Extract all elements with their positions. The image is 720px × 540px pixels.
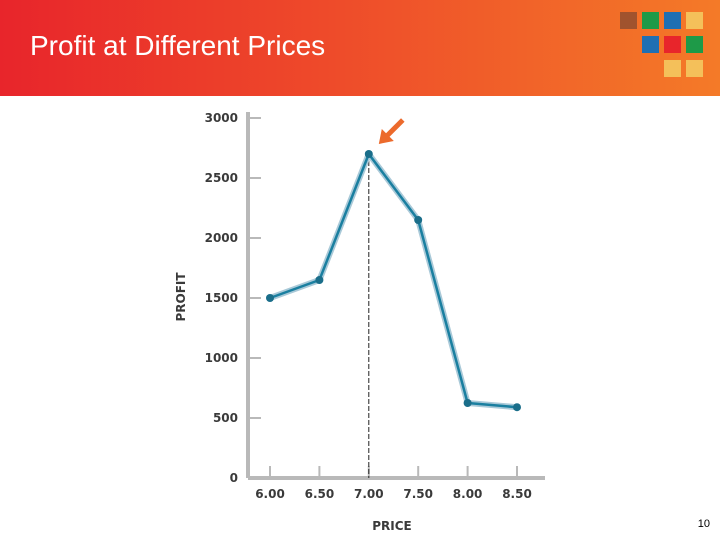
decorative-square: [664, 60, 681, 77]
data-point: [513, 403, 521, 412]
decorative-square: [686, 36, 703, 53]
profit-series: [266, 150, 521, 412]
decorative-square: [686, 60, 703, 77]
slide-title: Profit at Different Prices: [30, 30, 326, 61]
page-number: 10: [697, 518, 710, 530]
peak-arrow: [378, 118, 405, 144]
chart-axes: [246, 112, 545, 480]
series-line: [269, 152, 518, 409]
y-tick-label: 0: [230, 471, 238, 485]
arrow-shaft: [384, 118, 405, 139]
decorative-square: [686, 12, 703, 29]
slide-header: Profit at Different Prices: [0, 0, 720, 96]
y-tick-label: 1500: [205, 291, 238, 305]
y-ticks: 0 500 1000 1500 2000 2500 3000: [205, 111, 261, 485]
data-point: [364, 150, 373, 158]
data-point: [315, 276, 324, 284]
decorative-square: [620, 12, 637, 29]
x-tick-label: 8.00: [453, 487, 483, 501]
y-axis-title: PROFIT: [174, 272, 188, 322]
y-tick-label: 2000: [205, 231, 238, 245]
x-ticks: 6.00 6.50 7.00 7.50 8.00 8.50: [255, 466, 532, 501]
decorative-square: [642, 36, 659, 53]
x-tick-label: 6.50: [305, 487, 335, 501]
x-tick-label: 7.00: [354, 487, 384, 501]
series-line-shadow: [267, 151, 520, 411]
y-tick-label: 2500: [205, 171, 238, 185]
x-axis-title: PRICE: [372, 519, 412, 533]
decorative-square: [664, 36, 681, 53]
x-tick-label: 8.50: [502, 487, 532, 501]
decorative-square: [642, 12, 659, 29]
y-tick-label: 500: [213, 411, 238, 425]
data-point: [463, 399, 472, 407]
data-point: [266, 294, 274, 302]
arrow-head: [378, 129, 394, 144]
x-tick-label: 6.00: [255, 487, 285, 501]
data-point: [414, 216, 423, 224]
decorative-square: [664, 12, 681, 29]
y-tick-label: 1000: [205, 351, 238, 365]
x-tick-label: 7.50: [403, 487, 433, 501]
y-tick-label: 3000: [205, 111, 238, 125]
